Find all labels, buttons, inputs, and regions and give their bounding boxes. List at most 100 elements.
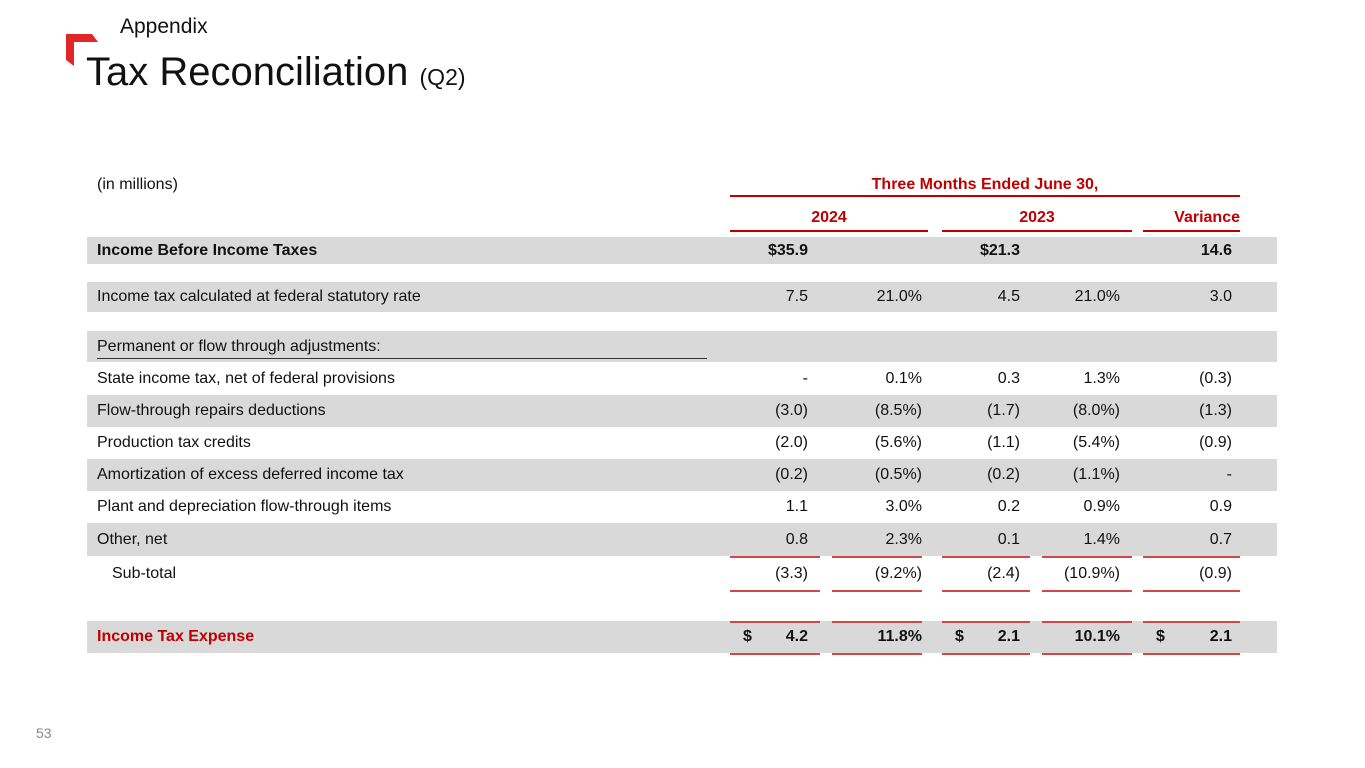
title-suffix: (Q2) [419, 64, 466, 90]
rule-2023 [942, 230, 1132, 232]
table-row: Amortization of excess deferred income t… [87, 459, 1277, 491]
logo-corner-icon [66, 34, 98, 66]
underline-rule [832, 653, 922, 655]
underline-rule [832, 590, 922, 592]
underline-rule [942, 556, 1030, 558]
cell-value: (2.0) [775, 434, 808, 451]
page-title: Tax Reconciliation (Q2) [86, 50, 466, 95]
underline-rule [730, 556, 820, 558]
cell-value: 0.9% [1083, 498, 1120, 515]
section-label: Appendix [120, 15, 208, 38]
period-rule [730, 195, 1240, 197]
underline-rule [1143, 556, 1240, 558]
cell-value: 3.0% [885, 498, 922, 515]
cell-value: (8.0%) [1072, 402, 1120, 419]
table-row: Production tax credits (2.0) (5.6%) (1.1) (5… [87, 427, 1277, 459]
table-row: Income tax calculated at federal statuto… [87, 282, 1277, 312]
cell-value: 0.8 [785, 531, 808, 548]
table-row: State income tax, net of federal provisi… [87, 363, 1277, 395]
row-label: Flow-through repairs deductions [97, 402, 326, 419]
rule-2024 [730, 230, 928, 232]
cell-value: 2.1 [1209, 628, 1232, 645]
cell-value: - [1226, 466, 1232, 483]
permanent-underline [97, 358, 707, 359]
cell-value: (0.9) [1199, 434, 1232, 451]
underline-rule [1042, 556, 1132, 558]
rule-variance [1143, 230, 1240, 232]
underline-rule [1042, 590, 1132, 592]
cell-value: (10.9%) [1063, 565, 1120, 582]
row-label: Amortization of excess deferred income t… [97, 466, 404, 483]
table-row: Plant and depreciation flow-through item… [87, 491, 1277, 523]
underline-rule [1143, 621, 1240, 623]
row-label: Income Tax Expense [97, 628, 255, 645]
row-label: Income Before Income Taxes [97, 242, 318, 259]
table-row: Sub-total (3.3) (9.2%) (2.4) (10.9%) (0.9) [87, 557, 1277, 590]
underline-rule [1143, 590, 1240, 592]
underline-rule [730, 621, 820, 623]
row-label: Sub-total [112, 565, 177, 582]
cell-value: (0.2) [987, 466, 1020, 483]
row-label: Other, net [97, 531, 168, 548]
cell-value: (0.9) [1199, 565, 1232, 582]
page-number: 53 [36, 725, 52, 741]
cell-value: (8.5%) [874, 402, 922, 419]
cell-value: - [802, 370, 808, 387]
cell-value: 2.1 [997, 628, 1020, 645]
cell-value: 0.1% [885, 370, 922, 387]
underline-rule [942, 653, 1030, 655]
cell-value: (1.3) [1199, 402, 1232, 419]
column-header-variance: Variance [1174, 209, 1240, 226]
cell-value: 4.2 [785, 628, 808, 645]
cell-value: (2.4) [987, 565, 1020, 582]
cell-value: 0.2 [997, 498, 1020, 515]
table-row: Income Before Income Taxes $35.9 $21.3 14.6 [87, 237, 1277, 264]
table-row: Flow-through repairs deductions (3.0) (8.5… [87, 395, 1277, 427]
cell-value: 21.0% [876, 288, 922, 305]
cell-value: (1.7) [987, 402, 1020, 419]
underline-rule [942, 621, 1030, 623]
cell-value: 1.1 [785, 498, 808, 515]
cell-value: (9.2%) [874, 565, 922, 582]
cell-value: 2.3% [885, 531, 922, 548]
units-label: (in millions) [97, 176, 178, 193]
underline-rule [1042, 621, 1132, 623]
cell-value: 10.1% [1074, 628, 1120, 645]
underline-rule [832, 621, 922, 623]
underline-rule [942, 590, 1030, 592]
row-label: Income tax calculated at federal statuto… [97, 288, 421, 305]
cell-value: (5.6%) [874, 434, 922, 451]
title-text: Tax Reconciliation [86, 50, 409, 94]
underline-rule [832, 556, 922, 558]
cell-value: 0.9 [1209, 498, 1232, 515]
cell-value: (0.5%) [874, 466, 922, 483]
row-label: Production tax credits [97, 434, 251, 451]
underline-rule [1143, 653, 1240, 655]
cell-value: 0.1 [997, 531, 1020, 548]
dollar-sign: $ [955, 628, 964, 645]
cell-value: (1.1) [987, 434, 1020, 451]
table-row: Permanent or flow through adjustments: [87, 331, 1277, 362]
cell-value: (5.4%) [1072, 434, 1120, 451]
cell-value: 0.3 [997, 370, 1020, 387]
dollar-sign: $ [743, 628, 752, 645]
cell-value: 1.3% [1083, 370, 1120, 387]
table-row: Other, net 0.8 2.3% 0.1 1.4% 0.7 [87, 523, 1277, 556]
underline-rule [730, 590, 820, 592]
cell-value: (3.3) [775, 565, 808, 582]
cell-value: (0.2) [775, 466, 808, 483]
row-label: Plant and depreciation flow-through item… [97, 498, 392, 515]
underline-rule [730, 653, 820, 655]
cell-value: 7.5 [785, 288, 808, 305]
table-row: Income Tax Expense 4.2 11.8% 2.1 10.1% 2.1 $ $ $ [87, 621, 1277, 653]
cell-value: 21.0% [1074, 288, 1120, 305]
cell-value: $35.9 [767, 242, 808, 259]
column-header-2023: 2023 [1019, 209, 1055, 226]
column-header-2024: 2024 [811, 209, 847, 226]
cell-value: 11.8% [877, 628, 922, 645]
cell-value: (1.1%) [1072, 466, 1120, 483]
cell-value: 1.4% [1083, 531, 1120, 548]
cell-value: 4.5 [997, 288, 1020, 305]
cell-value: 14.6 [1200, 242, 1232, 259]
cell-value: 3.0 [1209, 288, 1232, 305]
